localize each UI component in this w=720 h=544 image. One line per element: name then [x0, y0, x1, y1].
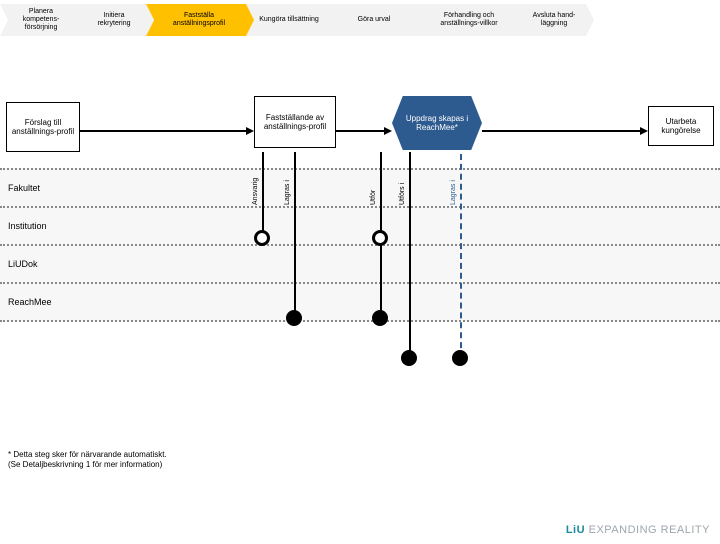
flow-line: [294, 152, 296, 318]
output-artifact-box: Utarbeta kungörelse: [648, 106, 714, 146]
flow-label: Lagras i: [450, 180, 457, 205]
logo-tagline: EXPANDING REALITY: [589, 524, 710, 536]
arrow-line: [482, 130, 640, 132]
logo: LiU EXPANDING REALITY: [566, 524, 710, 536]
swimlane-area: Förslag till anställnings-profil Faststä…: [0, 44, 720, 322]
system-hexagon: Uppdrag skapas i ReachMee*: [392, 96, 482, 150]
chevron-step: Fastställa anställningsprofil: [146, 4, 246, 36]
chevron-step: Göra urval: [326, 4, 416, 36]
chevron-step: Kungöra tillsättning: [246, 4, 326, 36]
arrow-head-icon: [384, 127, 392, 135]
arrow-line: [336, 130, 384, 132]
lane-marker: [401, 350, 417, 366]
input-artifact-box: Förslag till anställnings-profil: [6, 102, 80, 152]
logo-brand: LiU: [566, 524, 585, 536]
activity-box: Fastställande av anställnings-profil: [254, 96, 336, 148]
swimlane-row: LiUDok: [0, 244, 720, 284]
swimlane-row: Institution: [0, 206, 720, 246]
chevron-step: Initiera rekrytering: [76, 4, 146, 36]
top-activity-lane: Förslag till anställnings-profil Faststä…: [0, 44, 720, 170]
chevron-step: Planera kompetens-försörjning: [0, 4, 76, 36]
arrow-head-icon: [640, 127, 648, 135]
arrow-head-icon: [246, 127, 254, 135]
chevron-step: Förhandling och anställnings-villkor: [416, 4, 516, 36]
flow-line: [409, 152, 411, 358]
lane-marker: [372, 230, 388, 246]
process-chevron-row: Planera kompetens-försörjningInitiera re…: [0, 4, 720, 36]
arrow-line: [80, 130, 246, 132]
flow-line: [262, 152, 264, 238]
lane-marker: [372, 310, 388, 326]
flow-label: Ansvarig: [252, 178, 259, 205]
lane-marker: [452, 350, 468, 366]
footnote-text: * Detta steg sker för närvarande automat…: [8, 450, 167, 469]
flow-line-dashed: [460, 154, 462, 358]
lane-marker: [286, 310, 302, 326]
swimlane-row: Fakultet: [0, 168, 720, 208]
flow-label: Lagras i: [284, 180, 291, 205]
flow-label: Utförs i: [399, 183, 406, 205]
flow-label: Utför: [370, 190, 377, 205]
swimlane-row: ReachMee: [0, 282, 720, 322]
chevron-step: Avsluta hand-läggning: [516, 4, 586, 36]
lane-marker: [254, 230, 270, 246]
